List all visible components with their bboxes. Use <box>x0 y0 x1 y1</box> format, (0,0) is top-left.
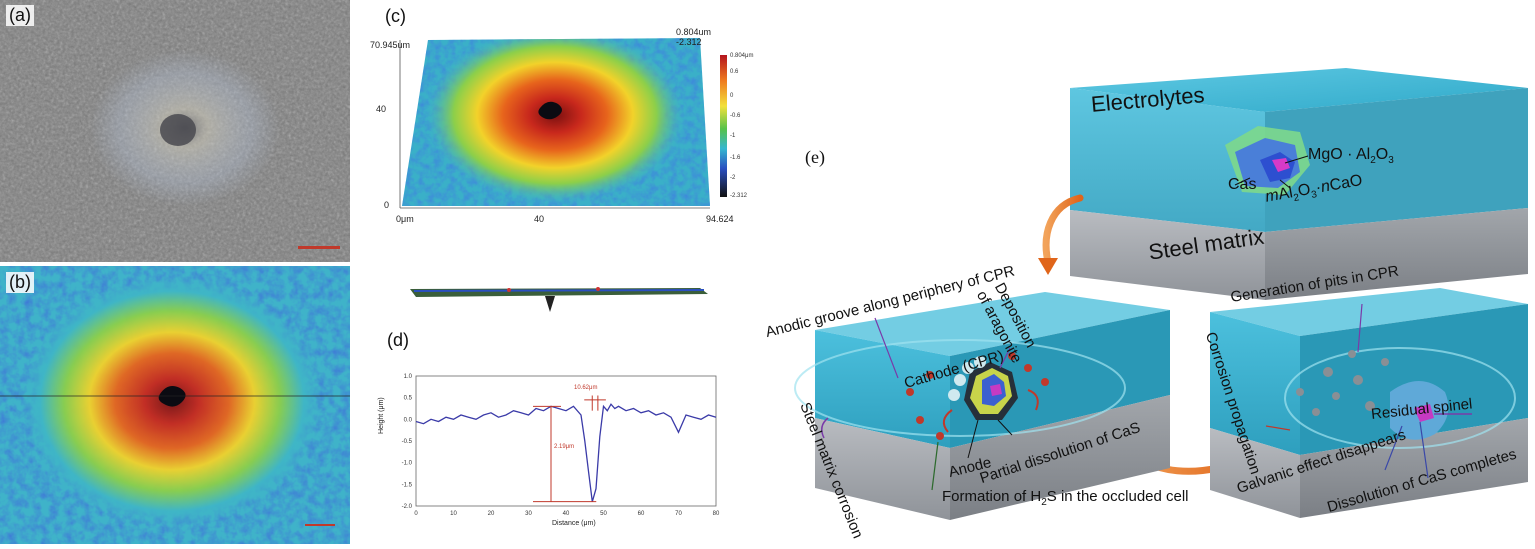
panel-d-label: (d) <box>384 330 412 351</box>
profile-chart: 0 10 20 30 40 50 60 70 80 1.0 0.5 0.0 -0.5 -1.0 -1.5 -2… <box>402 374 720 517</box>
chart-ylabel: Height (μm) <box>378 397 385 434</box>
mgo-sub1: 2 <box>1370 155 1376 167</box>
x-tick-label: 50 <box>600 511 607 517</box>
x-tick-label: 70 <box>675 511 682 517</box>
c-x-mid: 40 <box>534 214 545 224</box>
y-tick-label: 0.5 <box>404 396 413 402</box>
transition-arrow-1 <box>1042 194 1084 266</box>
block-propagation <box>1210 288 1528 518</box>
x-tick-label: 20 <box>488 511 495 517</box>
y-tick-label: 0.0 <box>404 417 413 423</box>
h2s-post: S in the occluded cell <box>1046 488 1189 505</box>
c-y-top: 70.945um <box>370 40 411 50</box>
cbar-tick: -2.312 <box>730 193 748 199</box>
mgo-mid: O <box>1375 146 1389 163</box>
x-tick-label: 30 <box>525 511 532 517</box>
x-tick-label: 60 <box>638 511 645 517</box>
y-tick-label: -1.5 <box>402 482 413 488</box>
x-tick-label: 80 <box>713 511 720 517</box>
transition-arrow-1-head <box>1038 258 1058 275</box>
panel-a: (a) <box>0 0 350 262</box>
c-top-right-2: -2.312 <box>676 37 702 47</box>
schematic-drawing <box>794 68 1528 520</box>
panel-e-label: (e) <box>805 147 825 167</box>
cbar-tick: -1 <box>730 133 736 139</box>
series-line <box>415 403 717 502</box>
h2s-pre: Formation of H <box>942 488 1042 505</box>
x-tick-label: 10 <box>450 511 457 517</box>
mal-al: Al <box>1277 184 1295 204</box>
y-tick-label: -2.0 <box>402 504 413 510</box>
panel-c: (c) <box>370 0 770 330</box>
panel-b-label: (b) <box>6 272 34 293</box>
mgo-sub2: 3 <box>1388 155 1394 167</box>
panel-c-label: (c) <box>382 6 409 27</box>
height-map-image <box>0 266 350 544</box>
micrograph-image <box>0 0 350 262</box>
cbar-tick: -0.6 <box>730 113 741 119</box>
cbar-tick: -2 <box>730 175 736 181</box>
y-tick-label: -0.5 <box>402 439 413 445</box>
x-tick-label: 0 <box>414 511 418 517</box>
surface-3d-image <box>399 38 727 312</box>
c-x-end: 94.624 <box>706 214 734 224</box>
c-y-zero: 0 <box>384 200 390 210</box>
cbar-tick: 0.6 <box>730 69 739 75</box>
panel-d: (d) 0 10 20 30 40 50 60 70 80 1.0 0.5 0.0 -0.5 -1.0 -1… <box>370 330 770 544</box>
h2s-label: Formation of H2S in the occluded cell <box>942 488 1189 508</box>
cas-label: Cas <box>1228 176 1257 193</box>
block-initial <box>1070 68 1528 300</box>
depth-marker-label: 2.19μm <box>554 444 575 450</box>
panel-a-label: (a) <box>6 5 34 26</box>
block-galvanic <box>794 292 1170 520</box>
panel-b: (b) <box>0 266 350 544</box>
y-tick-label: 1.0 <box>404 374 413 380</box>
mgo-al2o3-label: MgO · Al2O3 <box>1308 146 1394 166</box>
y-tick-label: -1.0 <box>402 461 413 467</box>
x-tick-label: 40 <box>563 511 570 517</box>
h2s-sub: 2 <box>1041 497 1047 508</box>
mgo-pre: MgO · Al <box>1308 146 1371 163</box>
c-y-mid: 40 <box>376 104 387 114</box>
mal-o: O <box>1296 181 1312 200</box>
c-x-zero: 0μm <box>396 214 414 224</box>
cbar-tick: -1.6 <box>730 155 741 161</box>
cbar-tick: 0 <box>730 93 734 99</box>
chart-xlabel: Distance (μm) <box>552 520 596 527</box>
c-top-right-1: 0.804um <box>676 27 712 37</box>
cbar-tick: 0.804μm <box>730 53 754 59</box>
width-marker-label: 10.62μm <box>574 385 598 391</box>
plot-frame <box>415 375 717 507</box>
colorbar-ticks: 0.804μm 0.6 0 -0.6 -1 -1.6 -2 -2.312 <box>730 53 770 205</box>
